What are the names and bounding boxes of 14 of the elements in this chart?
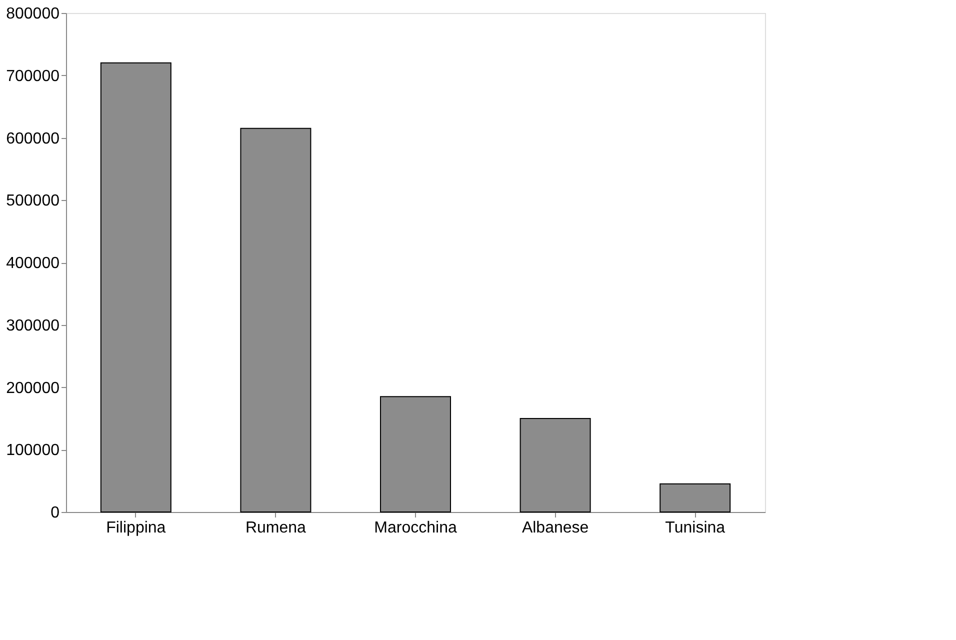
y-tick-label: 0	[50, 504, 60, 522]
y-tick-label: 200000	[6, 380, 60, 397]
y-tick-label: 500000	[6, 192, 60, 210]
x-tick-label: Albanese	[522, 520, 589, 536]
x-tick-label: Tunisina	[665, 520, 726, 536]
x-tick-label: Rumena	[245, 520, 306, 536]
y-tick-label: 100000	[6, 442, 60, 460]
y-tick-label: 800000	[6, 6, 60, 22]
y-tick-label: 700000	[6, 68, 60, 85]
y-tick-label: 400000	[6, 255, 60, 272]
y-tick-label: 300000	[6, 317, 60, 334]
x-tick-label: Filippina	[106, 520, 166, 536]
y-tick-label: 600000	[6, 130, 60, 148]
x-tick-label: Marocchina	[374, 520, 457, 536]
